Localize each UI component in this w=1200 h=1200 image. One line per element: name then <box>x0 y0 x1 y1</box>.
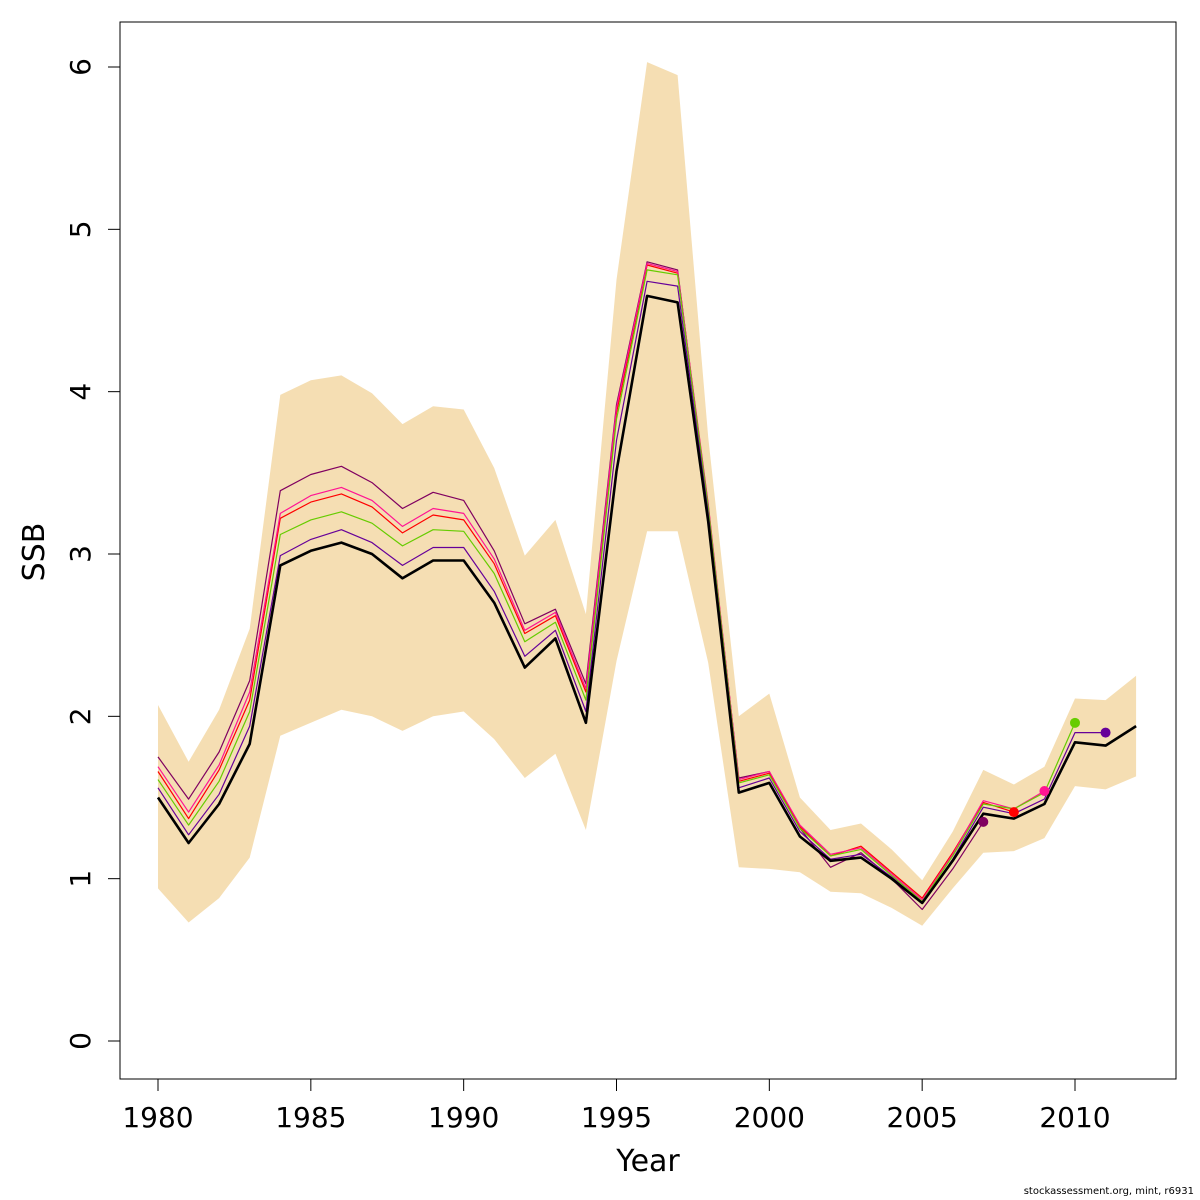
y-tick-label-5: 5 <box>64 220 97 238</box>
confidence-band <box>158 62 1137 926</box>
y-tick-label-6: 6 <box>64 58 97 76</box>
retro-point-2008 <box>1008 807 1019 818</box>
axes-layer: 1980 1985 1990 1995 2000 2005 2010 0 1 2 3 4 5 6 <box>64 21 1177 1134</box>
plot-layer <box>158 62 1137 926</box>
y-tick-label-0: 0 <box>64 1032 97 1050</box>
retro-point-2007 <box>978 816 989 827</box>
terminal-points-layer <box>978 717 1111 827</box>
x-axis-title: Year <box>615 1144 680 1179</box>
y-tick-label-3: 3 <box>64 545 97 563</box>
x-tick-label-1985: 1985 <box>275 1101 346 1134</box>
retro-point-2011 <box>1100 727 1111 738</box>
ssb-main-line <box>156 294 1137 905</box>
y-tick-label-2: 2 <box>64 707 97 725</box>
retro-line-2009 <box>157 262 1045 901</box>
y-tick-label-1: 1 <box>64 870 97 888</box>
credit-text: stockassessment.org, mint, r6931 <box>1023 1186 1194 1197</box>
x-tick-label-1980: 1980 <box>122 1101 193 1134</box>
x-tick-label-1995: 1995 <box>581 1101 652 1134</box>
x-tick-label-2005: 2005 <box>887 1101 958 1134</box>
y-axis-title: SSB <box>17 523 52 582</box>
y-tick-label-4: 4 <box>64 383 97 401</box>
plot-frame <box>119 21 1177 1080</box>
x-tick-label-1990: 1990 <box>428 1101 499 1134</box>
x-tick-label-2000: 2000 <box>734 1101 805 1134</box>
retro-line-2008 <box>157 264 1015 899</box>
x-tick-label-2010: 2010 <box>1039 1101 1110 1134</box>
retro-point-2009 <box>1039 786 1050 797</box>
series-layer <box>156 261 1137 911</box>
retro-point-2010 <box>1070 717 1080 728</box>
